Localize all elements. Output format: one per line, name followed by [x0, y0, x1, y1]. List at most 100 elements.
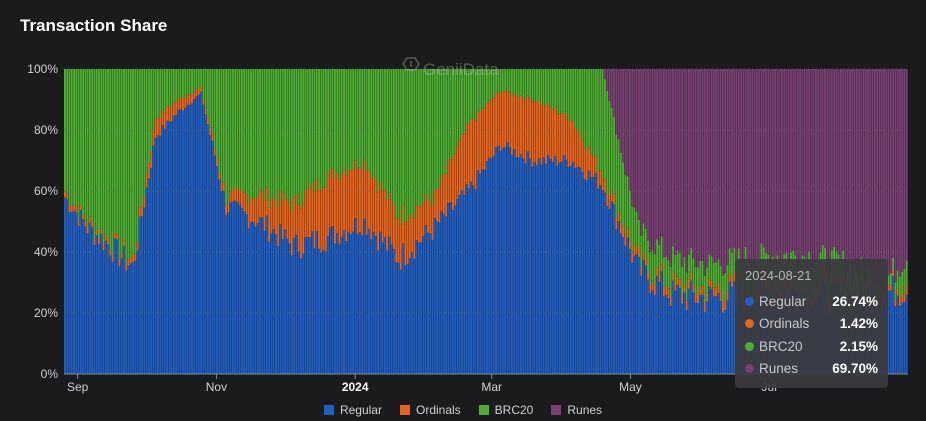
legend-item-brc20[interactable]: BRC20 — [478, 403, 533, 417]
bar-segment-regular — [143, 207, 146, 374]
bar-segment-runes — [610, 69, 613, 108]
day-bar-stack — [896, 69, 899, 374]
bar-segment-runes — [649, 69, 652, 252]
bar-segment-regular — [619, 233, 622, 374]
bar-segment-ordinals — [585, 151, 588, 181]
bar-segment-runes — [717, 69, 720, 260]
day-bar-stack — [234, 69, 237, 374]
bar-segment-regular — [154, 137, 157, 374]
bar-segment-ordinals — [597, 171, 600, 189]
bar-segment-brc20 — [889, 272, 892, 285]
day-bar-stack — [236, 69, 239, 374]
bar-segment-regular — [88, 222, 91, 374]
legend-item-runes[interactable]: Runes — [551, 403, 602, 417]
bar-segment-runes — [801, 69, 804, 256]
bar-segment-brc20 — [252, 69, 255, 198]
bar-segment-regular — [150, 167, 153, 374]
bar-segment-runes — [674, 69, 677, 255]
bar-segment-brc20 — [642, 223, 645, 252]
bar-segment-regular — [279, 223, 282, 374]
bar-segment-regular — [293, 237, 296, 374]
legend-item-regular[interactable]: Regular — [323, 403, 382, 417]
bar-segment-brc20 — [479, 69, 482, 112]
day-bar-stack — [134, 69, 137, 374]
day-bar-stack — [613, 69, 615, 374]
day-bar-stack — [585, 69, 588, 374]
bar-segment-brc20 — [411, 69, 414, 214]
bar-segment-brc20 — [608, 101, 611, 197]
bar-segment-brc20 — [159, 69, 162, 118]
bar-segment-ordinals — [506, 90, 509, 143]
bar-segment-ordinals — [404, 222, 407, 266]
bar-segment-brc20 — [515, 69, 518, 97]
bar-segment-runes — [830, 69, 833, 251]
bar-segment-regular — [354, 218, 357, 374]
bar-segment-ordinals — [68, 205, 71, 212]
bar-segment-regular — [592, 177, 595, 374]
day-bar-stack — [887, 69, 890, 374]
bar-segment-ordinals — [427, 199, 429, 233]
bar-segment-ordinals — [195, 89, 198, 97]
bar-segment-ordinals — [504, 91, 507, 148]
day-bar-stack — [311, 69, 314, 374]
day-bar-stack — [111, 69, 114, 374]
bar-segment-regular — [538, 158, 541, 374]
bar-segment-regular — [66, 198, 69, 374]
bar-segment-ordinals — [213, 147, 216, 156]
legend-item-ordinals[interactable]: Ordinals — [399, 403, 461, 417]
bar-segment-regular — [184, 107, 187, 375]
bar-segment-ordinals — [479, 111, 482, 174]
bar-segment-runes — [731, 69, 733, 253]
bar-segment-regular — [647, 279, 650, 374]
bar-segment-brc20 — [399, 69, 402, 225]
bar-segment-ordinals — [574, 128, 577, 168]
day-bar-stack — [547, 69, 550, 374]
bar-segment-ordinals — [129, 257, 132, 264]
bar-segment-ordinals — [200, 86, 203, 92]
bar-segment-ordinals — [647, 270, 650, 280]
y-tick-label: 0% — [41, 367, 59, 381]
bar-segment-runes — [780, 69, 783, 264]
bar-segment-ordinals — [685, 300, 688, 311]
day-bar-stack — [461, 69, 463, 374]
bar-segment-ordinals — [216, 158, 218, 167]
day-bar-stack — [640, 69, 643, 374]
bar-segment-runes — [783, 69, 786, 255]
bar-segment-runes — [851, 69, 854, 282]
day-bar-stack — [388, 69, 391, 374]
bar-segment-regular — [211, 140, 214, 374]
bar-segment-brc20 — [719, 265, 722, 292]
day-bar-stack — [581, 69, 584, 374]
bar-segment-ordinals — [608, 196, 611, 210]
bar-segment-runes — [703, 69, 706, 276]
bar-segment-brc20 — [492, 69, 495, 98]
bar-segment-regular — [436, 221, 439, 374]
day-bar-stack — [433, 69, 436, 374]
tooltip-row-ordinals: Ordinals 1.42% — [745, 313, 878, 336]
bar-segment-brc20 — [903, 268, 906, 293]
bar-segment-regular — [377, 250, 380, 374]
bar-segment-regular — [181, 110, 184, 374]
bar-segment-ordinals — [75, 206, 78, 213]
bar-segment-brc20 — [263, 69, 266, 201]
day-bar-stack — [644, 69, 647, 374]
bar-segment-brc20 — [717, 259, 720, 284]
bar-segment-ordinals — [263, 200, 266, 231]
day-bar-stack — [336, 69, 339, 374]
day-bar-stack — [438, 69, 441, 374]
bar-segment-regular — [692, 292, 695, 374]
day-bar-stack — [429, 69, 432, 374]
bar-segment-ordinals — [111, 255, 114, 262]
day-bar-stack — [220, 69, 223, 374]
day-bar-stack — [399, 69, 402, 374]
bar-segment-ordinals — [436, 189, 439, 222]
bar-segment-ordinals — [438, 187, 441, 223]
bar-segment-brc20 — [458, 69, 461, 141]
bar-segment-brc20 — [649, 251, 652, 284]
bar-segment-regular — [597, 189, 600, 374]
bar-segment-regular — [715, 296, 718, 374]
bar-segment-brc20 — [370, 69, 373, 179]
bar-segment-runes — [697, 69, 699, 268]
day-bar-stack — [436, 69, 439, 374]
bar-segment-brc20 — [333, 69, 336, 180]
